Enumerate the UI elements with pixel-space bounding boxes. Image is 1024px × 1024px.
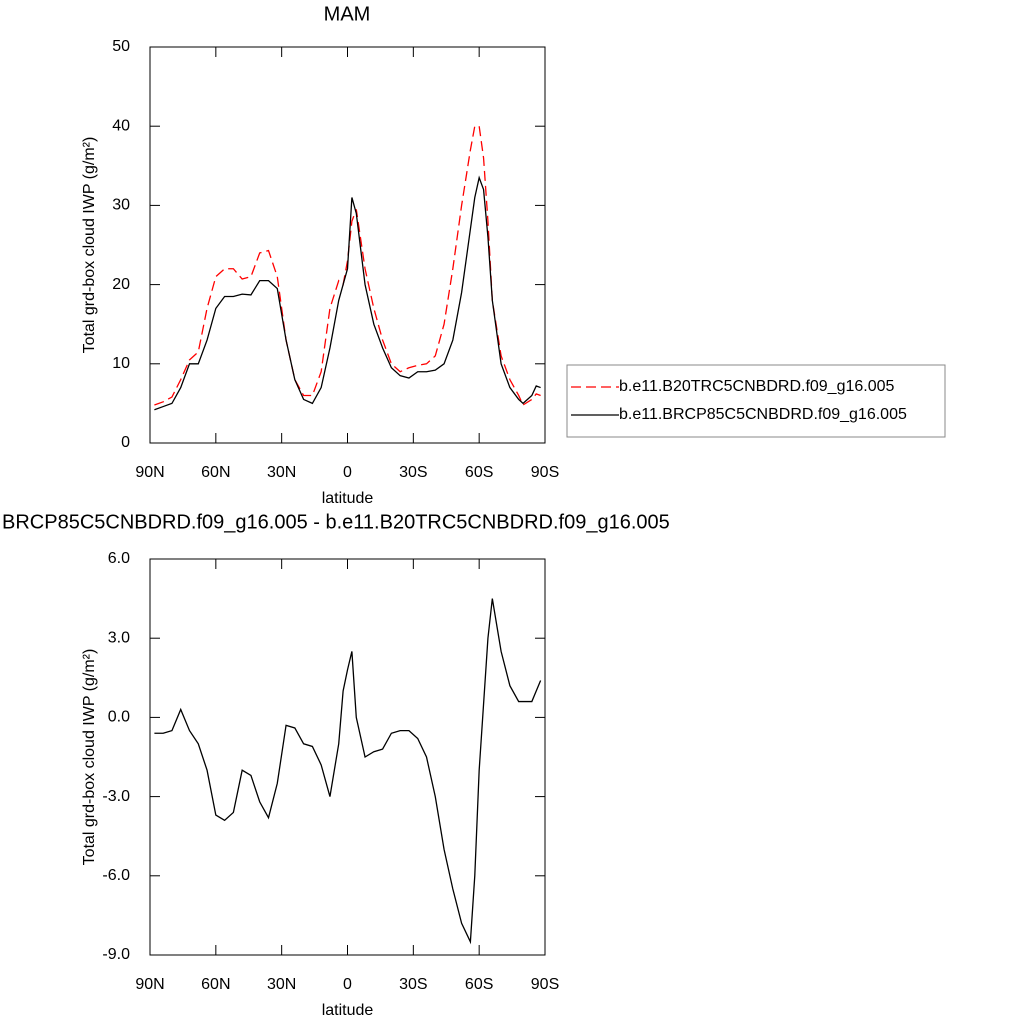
y-tick-label: 10	[112, 355, 130, 372]
legend-label: b.e11.BRCP85C5CNBDRD.f09_g16.005	[619, 406, 907, 423]
y-tick-label: 3.0	[108, 629, 130, 646]
y-axis-label: Total grd-box cloud IWP (g/m²)	[81, 649, 98, 866]
series-line	[154, 125, 541, 406]
y-tick-label: 20	[112, 276, 130, 293]
chart-title: MAM	[324, 3, 371, 25]
y-tick-label: -3.0	[102, 788, 130, 805]
y-tick-label: -9.0	[102, 946, 130, 963]
series-line	[154, 175, 541, 411]
x-axis-label: latitude	[322, 490, 374, 507]
y-tick-label: 0	[121, 434, 130, 451]
x-tick-label: 30N	[267, 976, 296, 993]
x-tick-label: 60N	[201, 976, 230, 993]
y-tick-label: 0.0	[108, 709, 130, 726]
x-axis-label: latitude	[322, 1002, 374, 1019]
x-tick-label: 90S	[531, 464, 559, 481]
x-tick-label: 30S	[399, 464, 427, 481]
x-tick-label: 0	[343, 464, 352, 481]
x-tick-label: 60N	[201, 464, 230, 481]
legend-box	[566, 364, 946, 438]
x-tick-label: 60S	[465, 976, 493, 993]
x-tick-label: 30N	[267, 464, 296, 481]
y-tick-label: -6.0	[102, 867, 130, 884]
chart-title: BRCP85C5CNBDRD.f09_g16.005 - b.e11.B20TR…	[2, 511, 670, 533]
plot-frame	[149, 46, 546, 444]
x-tick-label: 90N	[135, 976, 164, 993]
plot-frame	[149, 558, 546, 956]
y-axis-label: Total grd-box cloud IWP (g/m²)	[81, 137, 98, 354]
x-tick-label: 90S	[531, 976, 559, 993]
x-tick-label: 0	[343, 976, 352, 993]
x-tick-label: 90N	[135, 464, 164, 481]
x-tick-label: 60S	[465, 464, 493, 481]
series-line	[154, 598, 542, 945]
y-tick-label: 6.0	[108, 550, 130, 567]
y-tick-label: 50	[112, 38, 130, 55]
legend-label: b.e11.B20TRC5CNBDRD.f09_g16.005	[619, 378, 895, 395]
x-tick-label: 30S	[399, 976, 427, 993]
y-tick-label: 30	[112, 197, 130, 214]
y-tick-label: 40	[112, 117, 130, 134]
